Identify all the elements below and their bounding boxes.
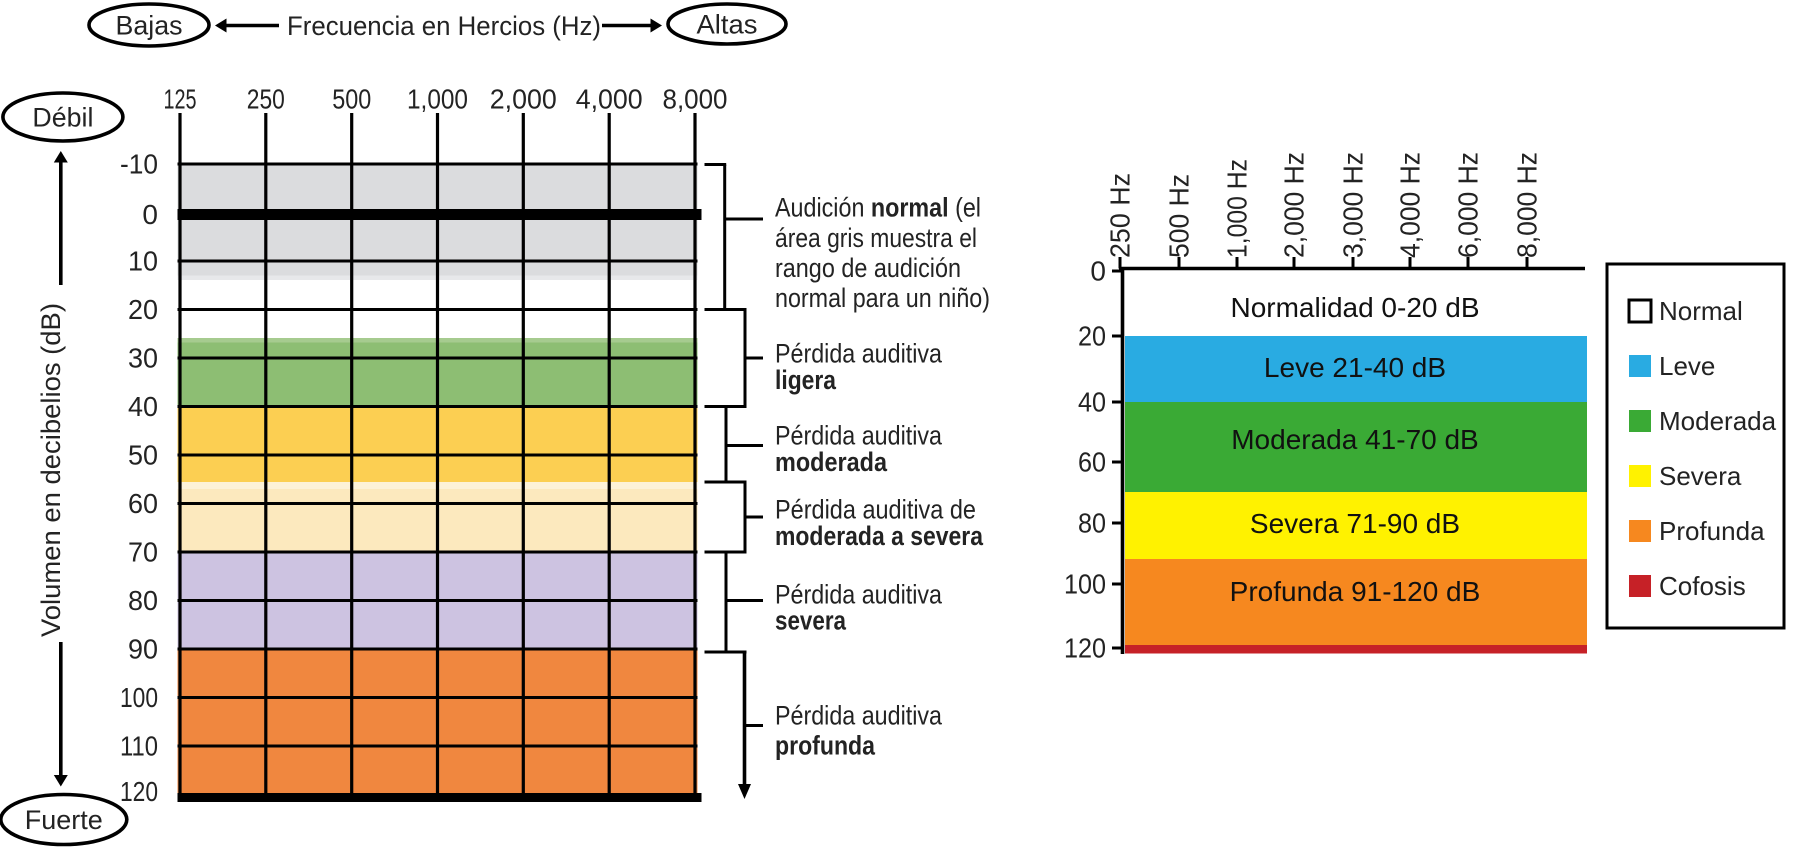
svg-text:100: 100 <box>1064 569 1106 600</box>
svg-text:125: 125 <box>164 84 197 115</box>
svg-text:Pérdida auditiva: Pérdida auditiva <box>775 421 943 451</box>
svg-text:Audición normal (el: Audición normal (el <box>775 193 981 223</box>
svg-text:Profunda: Profunda <box>1659 516 1765 546</box>
svg-text:50: 50 <box>128 440 158 471</box>
svg-text:20: 20 <box>1078 321 1106 352</box>
svg-text:40: 40 <box>1078 387 1106 418</box>
svg-text:Moderada: Moderada <box>1659 406 1777 436</box>
svg-text:6,000 Hz: 6,000 Hz <box>1453 152 1484 258</box>
svg-text:10: 10 <box>128 246 158 277</box>
svg-text:250: 250 <box>247 84 285 115</box>
svg-text:moderada: moderada <box>775 447 888 477</box>
svg-text:Severa: Severa <box>1659 461 1742 491</box>
svg-text:90: 90 <box>128 634 158 665</box>
svg-text:2,000: 2,000 <box>490 84 557 115</box>
svg-text:Cofosis: Cofosis <box>1659 571 1746 601</box>
svg-text:100: 100 <box>120 682 158 713</box>
svg-text:Moderada 41-70 dB: Moderada 41-70 dB <box>1231 424 1479 455</box>
svg-text:Normalidad 0-20 dB: Normalidad 0-20 dB <box>1230 292 1479 323</box>
svg-text:1,000 Hz: 1,000 Hz <box>1222 159 1253 258</box>
svg-text:Pérdida auditiva: Pérdida auditiva <box>775 339 943 369</box>
svg-text:500 Hz: 500 Hz <box>1164 174 1195 258</box>
svg-text:3,000 Hz: 3,000 Hz <box>1338 152 1369 258</box>
svg-text:80: 80 <box>128 585 158 616</box>
svg-text:profunda: profunda <box>775 731 876 761</box>
svg-text:Leve 21-40 dB: Leve 21-40 dB <box>1264 352 1446 383</box>
svg-text:Altas: Altas <box>697 10 758 40</box>
svg-text:rango de audición: rango de audición <box>775 253 961 283</box>
svg-text:110: 110 <box>120 731 158 762</box>
svg-text:1,000: 1,000 <box>407 84 468 115</box>
svg-text:4,000 Hz: 4,000 Hz <box>1395 152 1426 258</box>
svg-text:-10: -10 <box>120 149 158 180</box>
svg-text:0: 0 <box>142 199 158 230</box>
svg-text:120: 120 <box>120 776 158 807</box>
svg-text:20: 20 <box>128 294 158 325</box>
svg-text:normal para un niño): normal para un niño) <box>775 283 990 313</box>
svg-text:80: 80 <box>1078 508 1106 539</box>
svg-text:60: 60 <box>1078 447 1106 478</box>
svg-text:Frecuencia en Hercios (Hz): Frecuencia en Hercios (Hz) <box>287 11 601 41</box>
svg-text:4,000: 4,000 <box>576 84 643 115</box>
svg-text:Normal: Normal <box>1659 296 1743 326</box>
svg-text:severa: severa <box>775 606 847 636</box>
svg-text:2,000 Hz: 2,000 Hz <box>1279 152 1310 258</box>
svg-text:Leve: Leve <box>1659 351 1715 381</box>
svg-text:30: 30 <box>128 343 158 374</box>
svg-text:70: 70 <box>128 537 158 568</box>
svg-text:moderada a severa: moderada a severa <box>775 521 984 551</box>
svg-text:Severa 71-90 dB: Severa 71-90 dB <box>1250 508 1460 539</box>
svg-text:Profunda 91-120 dB: Profunda 91-120 dB <box>1230 576 1481 607</box>
svg-text:40: 40 <box>128 391 158 422</box>
svg-text:Fuerte: Fuerte <box>25 805 103 835</box>
svg-text:Pérdida auditiva de: Pérdida auditiva de <box>775 495 976 525</box>
svg-text:área gris muestra el: área gris muestra el <box>775 223 977 253</box>
svg-text:8,000 Hz: 8,000 Hz <box>1512 152 1543 258</box>
svg-text:120: 120 <box>1064 633 1106 664</box>
svg-text:Débil: Débil <box>32 103 93 133</box>
svg-text:0: 0 <box>1090 256 1106 287</box>
svg-text:250 Hz: 250 Hz <box>1105 173 1136 258</box>
svg-text:60: 60 <box>128 488 158 519</box>
svg-text:Pérdida auditiva: Pérdida auditiva <box>775 580 943 610</box>
svg-text:Volumen en decibelios (dB): Volumen en decibelios (dB) <box>36 303 66 637</box>
svg-text:500: 500 <box>332 84 371 115</box>
svg-text:ligera: ligera <box>775 365 837 395</box>
svg-text:Pérdida auditiva: Pérdida auditiva <box>775 701 943 731</box>
svg-text:8,000: 8,000 <box>663 84 728 115</box>
svg-text:Bajas: Bajas <box>116 11 183 41</box>
